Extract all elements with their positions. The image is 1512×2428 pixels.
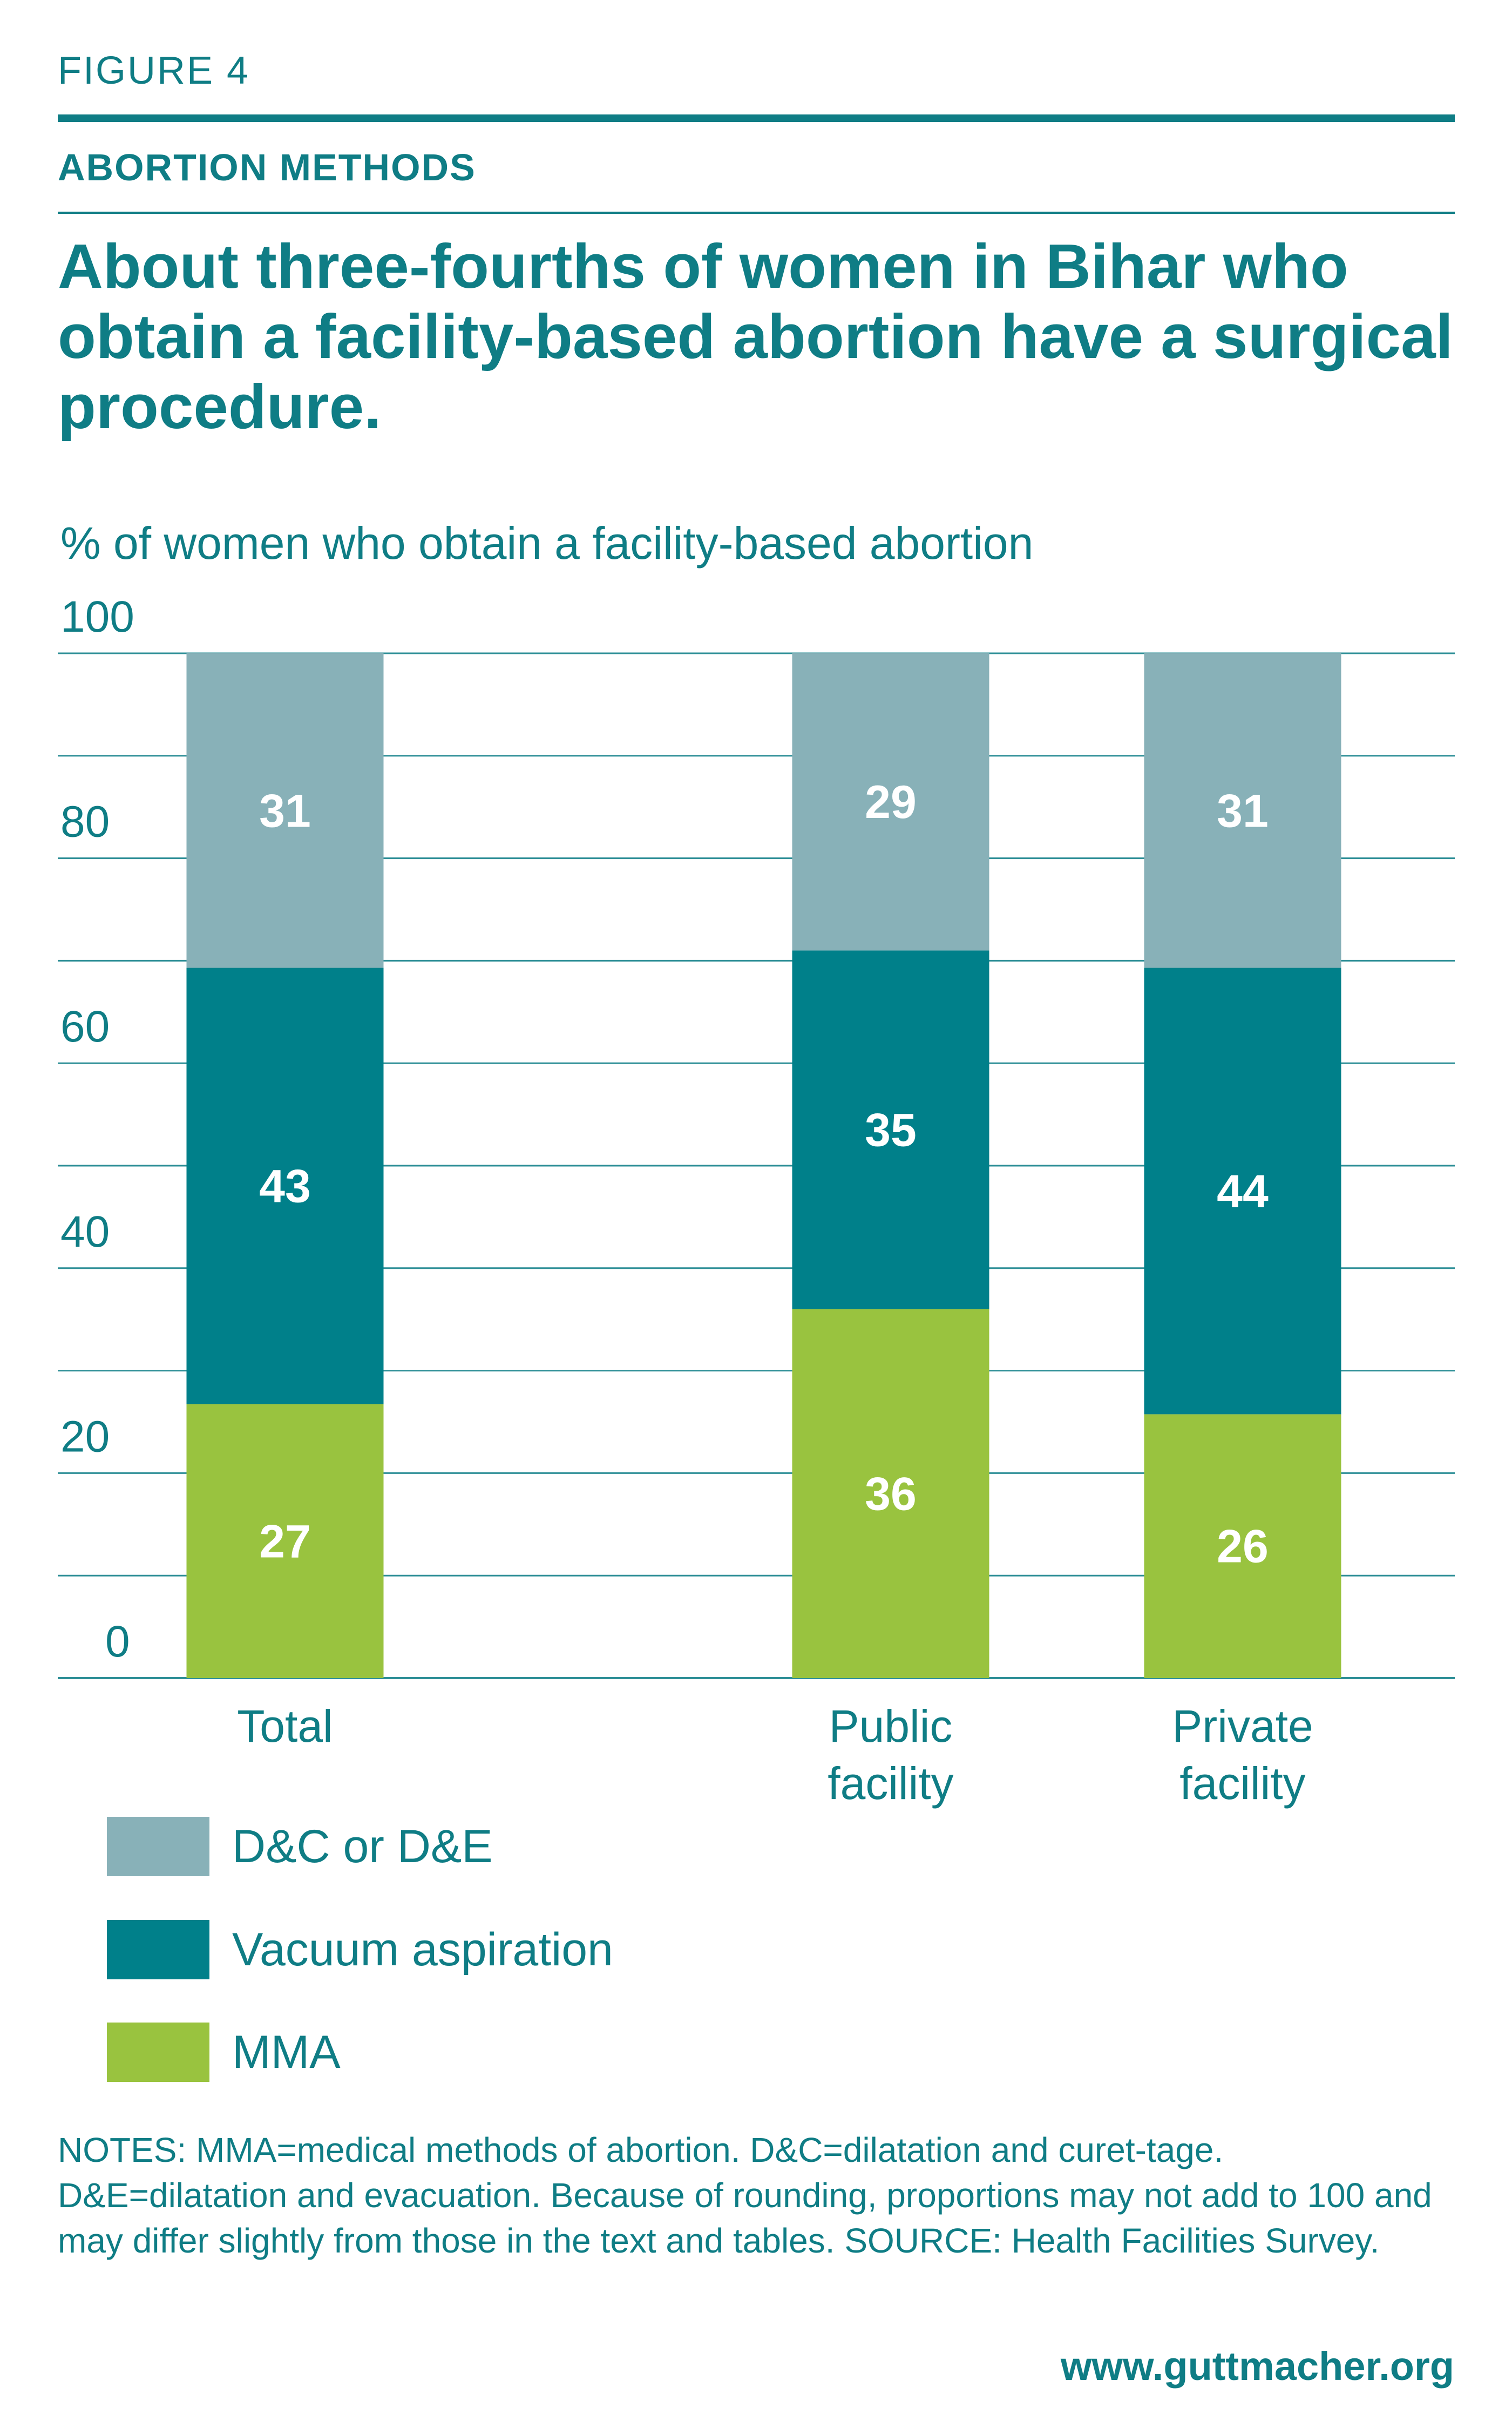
value-label: 27 bbox=[259, 1516, 311, 1567]
legend-label: Vacuum aspiration bbox=[232, 1923, 613, 1976]
section-rule bbox=[58, 212, 1455, 214]
y-tick-label: 20 bbox=[60, 1412, 110, 1461]
y-tick-label: 100 bbox=[60, 592, 134, 641]
bar-segment bbox=[186, 968, 384, 1404]
bar-segment bbox=[792, 950, 989, 1309]
value-label: 36 bbox=[865, 1468, 917, 1520]
section-title: ABORTION METHODS bbox=[58, 146, 476, 188]
y-tick-label: 80 bbox=[60, 797, 110, 847]
legend-label: D&C or D&E bbox=[232, 1820, 493, 1872]
legend-item-mma: MMA bbox=[107, 2023, 341, 2082]
value-label: 31 bbox=[1217, 785, 1269, 837]
bar-segment bbox=[792, 653, 989, 951]
y-tick-label: 40 bbox=[60, 1207, 110, 1256]
value-label: 26 bbox=[1217, 1521, 1269, 1573]
category-label: Total bbox=[237, 1701, 333, 1751]
legend-item-vacuum-aspiration: Vacuum aspiration bbox=[107, 1920, 613, 1979]
site-url: www.guttmacher.org bbox=[1060, 2344, 1454, 2389]
bar-segment bbox=[1144, 1414, 1341, 1678]
legend-swatch bbox=[107, 1817, 209, 1876]
bar-segment bbox=[186, 653, 384, 968]
top-rule bbox=[58, 114, 1455, 122]
bar-segment bbox=[1144, 968, 1341, 1415]
bars bbox=[186, 653, 1341, 1678]
value-label: 35 bbox=[865, 1105, 917, 1156]
bar-segment bbox=[792, 1309, 989, 1678]
category-label: Public bbox=[829, 1701, 953, 1751]
category-label: facility bbox=[828, 1758, 953, 1809]
value-label: 29 bbox=[865, 776, 917, 828]
y-axis-label: % of women who obtain a facility-based a… bbox=[60, 518, 1034, 569]
headline: About three-fourths of women in Bihar wh… bbox=[58, 231, 1453, 442]
y-tick-label: 0 bbox=[105, 1617, 130, 1666]
value-labels: 27 43 31 36 35 29 26 44 31 bbox=[259, 776, 1269, 1572]
value-label: 43 bbox=[259, 1161, 311, 1213]
category-labels: Total Public facility Private facility bbox=[237, 1701, 1313, 1809]
category-label: facility bbox=[1179, 1758, 1305, 1809]
legend-swatch bbox=[107, 1920, 209, 1979]
legend-label: MMA bbox=[232, 2026, 341, 2078]
bar-segment bbox=[1144, 653, 1341, 968]
y-tick-label: 60 bbox=[60, 1002, 110, 1051]
value-label: 31 bbox=[259, 785, 311, 837]
category-label: Private bbox=[1172, 1701, 1313, 1751]
stacked-bar-chart: 0 20 40 60 80 100 27 43 31 36 35 29 26 44 31 Total Pub… bbox=[58, 592, 1455, 1809]
bar-segment bbox=[186, 1404, 384, 1678]
value-label: 44 bbox=[1217, 1166, 1269, 1218]
y-tick-labels: 0 20 40 60 80 100 bbox=[60, 592, 134, 1666]
legend-swatch bbox=[107, 2023, 209, 2082]
figure-label: FIGURE 4 bbox=[58, 49, 250, 92]
notes: NOTES: MMA=medical methods of abortion. … bbox=[58, 2131, 1432, 2260]
legend-item-dc-de: D&C or D&E bbox=[107, 1817, 493, 1876]
